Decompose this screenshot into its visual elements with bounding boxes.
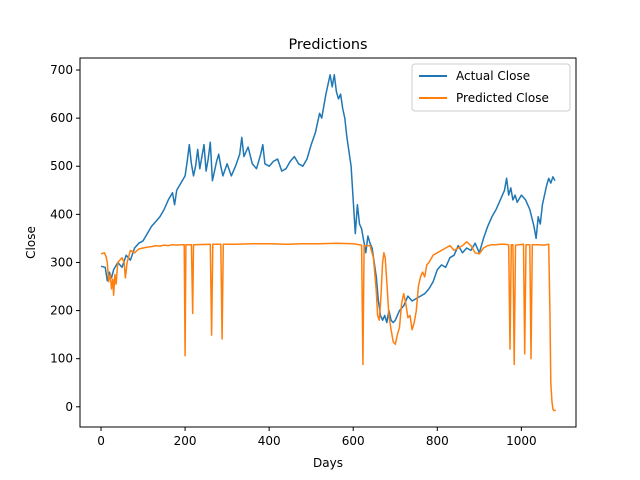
x-tick-label: 600: [342, 434, 365, 448]
series-line-actual-close: [100, 74, 556, 324]
x-tick-label: 0: [97, 434, 105, 448]
x-axis: 0 200 400 600 800 1000: [97, 427, 537, 448]
x-axis-label: Days: [313, 456, 343, 470]
legend-label-actual-close: Actual Close: [456, 69, 530, 83]
y-tick-label: 700: [50, 63, 73, 77]
legend-box: [411, 63, 571, 112]
legend: Actual Close Predicted Close: [411, 63, 571, 112]
x-tick-label: 800: [426, 434, 449, 448]
legend-label-predicted-close: Predicted Close: [456, 91, 549, 105]
chart-title: Predictions: [289, 37, 368, 53]
y-tick-label: 100: [50, 352, 73, 366]
series-line-predicted-close: [100, 241, 556, 412]
x-tick-label: 200: [174, 434, 197, 448]
y-tick-label: 600: [50, 111, 73, 125]
y-tick-label: 200: [50, 304, 73, 318]
plot-frame: [79, 57, 577, 428]
y-tick-label: 400: [50, 207, 73, 221]
y-tick-label: 0: [65, 400, 73, 414]
x-tick-label: 1000: [506, 434, 537, 448]
y-tick-label: 300: [50, 255, 73, 269]
series-layer: [100, 74, 556, 412]
y-tick-label: 500: [50, 159, 73, 173]
y-axis-label: Close: [24, 226, 38, 259]
x-tick-label: 400: [258, 434, 281, 448]
y-axis: 0 100 200 300 400 500 600 700: [50, 63, 80, 414]
